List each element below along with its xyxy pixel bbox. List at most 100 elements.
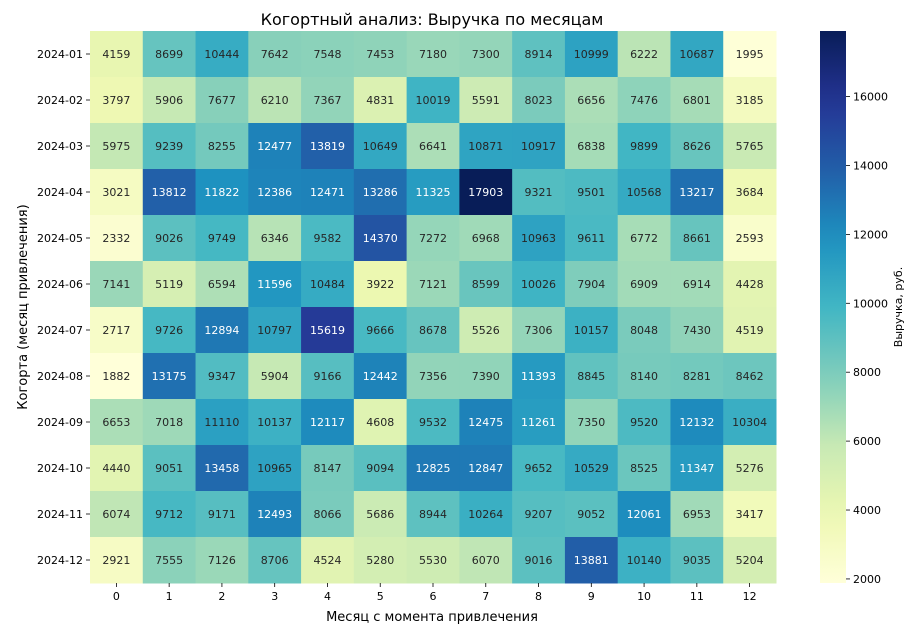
- cell-value-label: 9035: [683, 554, 711, 567]
- cell-value-label: 4159: [102, 48, 130, 61]
- cell-value-label: 6772: [630, 232, 658, 245]
- cell-value-label: 7390: [472, 370, 500, 383]
- heatmap-cell: [301, 353, 355, 400]
- cell-value-label: 12117: [310, 416, 345, 429]
- cell-value-label: 6656: [577, 94, 605, 107]
- colorbar: 2000 4000 6000 8000 10000 12000 14000 16000 Выр…: [820, 31, 905, 586]
- heatmap-cell: [670, 307, 724, 354]
- heatmap-cell: [617, 31, 671, 78]
- cell-value-label: 8699: [155, 48, 183, 61]
- cell-value-label: 11325: [416, 186, 451, 199]
- heatmap-cell: [617, 261, 671, 308]
- cell-value-label: 10140: [627, 554, 662, 567]
- cell-value-label: 8678: [419, 324, 447, 337]
- heatmap-cell: [142, 537, 197, 584]
- heatmap-cell: [617, 353, 671, 400]
- cell-value-label: 7367: [313, 94, 341, 107]
- cell-value-label: 6953: [683, 508, 711, 521]
- cell-value-label: 9712: [155, 508, 183, 521]
- cell-value-label: 4440: [102, 462, 130, 475]
- x-axis-label: Месяц с момента привлечения: [326, 610, 538, 625]
- heatmap-cell: [617, 399, 671, 446]
- x-tick-label: 5: [377, 590, 384, 603]
- cell-value-label: 9749: [208, 232, 236, 245]
- cell-value-label: 10484: [310, 278, 345, 291]
- heatmap-cell: [512, 399, 566, 446]
- heatmap-cell: [670, 261, 724, 308]
- cell-value-label: 8255: [208, 140, 236, 153]
- cell-value-label: 10999: [574, 48, 609, 61]
- cell-value-label: 7677: [208, 94, 236, 107]
- cell-value-label: 7453: [366, 48, 394, 61]
- heatmap-cell: [195, 261, 249, 308]
- heatmap-cell: [723, 77, 777, 124]
- cell-value-label: 9239: [155, 140, 183, 153]
- cell-value-label: 5591: [472, 94, 500, 107]
- heatmap-cell: [195, 123, 249, 170]
- heatmap-cell: [670, 169, 724, 216]
- x-tick-label: 0: [113, 590, 120, 603]
- heatmap-cell: [142, 215, 197, 262]
- heatmap-cell: [617, 77, 671, 124]
- heatmap-cell: [406, 77, 460, 124]
- heatmap-cell: [195, 215, 249, 262]
- heatmap-cell: [723, 215, 777, 262]
- cell-value-label: 17903: [468, 186, 503, 199]
- cell-value-label: 5686: [366, 508, 394, 521]
- heatmap-cell: [459, 491, 513, 538]
- cell-value-label: 8944: [419, 508, 447, 521]
- heatmap-cell: [512, 261, 566, 308]
- cell-value-label: 9582: [313, 232, 341, 245]
- heatmap-cell: [723, 445, 777, 492]
- cell-value-label: 10019: [416, 94, 451, 107]
- heatmap-cell: [512, 491, 566, 538]
- colorbar-tick-label: 10000: [853, 297, 888, 310]
- heatmap-cell-labels: 4159 8699 10444 7642 7548 7453 7180 7300 8914 109…: [102, 48, 767, 567]
- cell-value-label: 13819: [310, 140, 345, 153]
- cell-value-label: 9051: [155, 462, 183, 475]
- heatmap-cell: [459, 215, 513, 262]
- heatmap-cell: [406, 537, 460, 584]
- cell-value-label: 9666: [366, 324, 394, 337]
- heatmap-cell: [90, 261, 144, 308]
- heatmap-cell: [301, 123, 355, 170]
- cell-value-label: 4519: [736, 324, 764, 337]
- colorbar-tick-label: 8000: [853, 366, 881, 379]
- heatmap-cell: [406, 307, 460, 354]
- cell-value-label: 3797: [102, 94, 130, 107]
- heatmap-cell: [195, 353, 249, 400]
- cell-value-label: 13175: [152, 370, 187, 383]
- cell-value-label: 8462: [736, 370, 764, 383]
- heatmap-cell: [248, 123, 302, 170]
- cell-value-label: 15619: [310, 324, 345, 337]
- heatmap-cell: [90, 169, 144, 216]
- heatmap-cell: [564, 353, 619, 400]
- heatmap-cell: [142, 399, 197, 446]
- x-tick-label: 3: [271, 590, 278, 603]
- cell-value-label: 10157: [574, 324, 609, 337]
- cell-value-label: 7121: [419, 278, 447, 291]
- cell-value-label: 3684: [736, 186, 764, 199]
- heatmap-cell: [301, 31, 355, 78]
- heatmap-cell: [406, 261, 460, 308]
- heatmap-cell: [248, 31, 302, 78]
- y-tick-label: 2024-09: [37, 416, 83, 429]
- heatmap-cell: [90, 537, 144, 584]
- heatmap-cell: [670, 31, 724, 78]
- y-axis: 2024-01 2024-02 2024-03 2024-04 2024-05 2024-…: [37, 48, 90, 567]
- cell-value-label: 6070: [472, 554, 500, 567]
- heatmap-cell: [353, 353, 408, 400]
- cell-value-label: 12477: [257, 140, 292, 153]
- heatmap-cell: [248, 307, 302, 354]
- heatmap-cell: [90, 445, 144, 492]
- heatmap-cell: [353, 31, 408, 78]
- heatmap-cell: [459, 399, 513, 446]
- cell-value-label: 10137: [257, 416, 292, 429]
- cell-value-label: 12847: [468, 462, 503, 475]
- heatmap-cell: [353, 491, 408, 538]
- heatmap-cell: [723, 399, 777, 446]
- cell-value-label: 12442: [363, 370, 398, 383]
- cell-value-label: 11393: [521, 370, 556, 383]
- heatmap-cell: [564, 31, 619, 78]
